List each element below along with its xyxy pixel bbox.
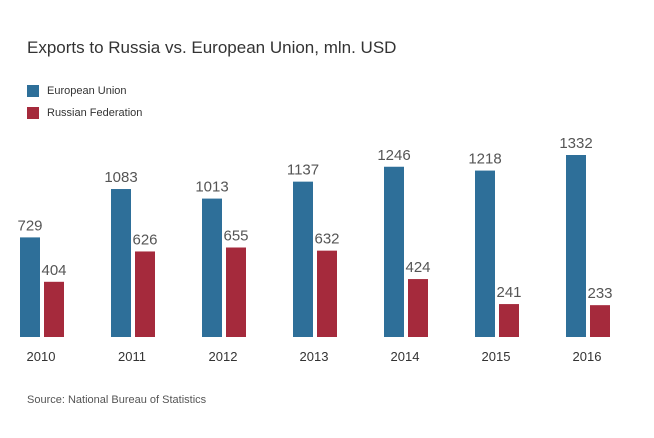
bar-european-union-2011: [111, 189, 131, 337]
data-label-european-union-2011: 1083: [104, 169, 137, 186]
bar-russian-federation-2011: [135, 251, 155, 337]
legend-item-russian-federation: Russian Federation: [27, 106, 142, 119]
bar-russian-federation-2012: [226, 247, 246, 337]
data-label-european-union-2015: 1218: [468, 151, 501, 168]
data-label-european-union-2014: 1246: [377, 147, 410, 164]
bar-russian-federation-2013: [317, 250, 337, 337]
chart-title: Exports to Russia vs. European Union, ml…: [27, 38, 397, 57]
x-tick-label-2015: 2015: [482, 349, 511, 364]
bar-european-union-2016: [566, 155, 586, 337]
bar-russian-federation-2015: [499, 304, 519, 337]
x-tick-label-2011: 2011: [118, 349, 146, 364]
x-tick-label-2012: 2012: [209, 349, 238, 364]
data-label-russian-federation-2010: 404: [41, 262, 66, 279]
data-label-russian-federation-2014: 424: [405, 259, 430, 276]
legend-swatch-russian-federation: [27, 106, 39, 119]
data-label-russian-federation-2012: 655: [223, 228, 248, 245]
bar-european-union-2010: [20, 237, 40, 337]
data-label-russian-federation-2015: 241: [496, 284, 521, 301]
chart-legend: European Union Russian Federation: [27, 84, 142, 128]
legend-label-russian-federation: Russian Federation: [47, 106, 143, 119]
data-label-european-union-2013: 1137: [287, 162, 319, 179]
legend-label-european-union: European Union: [47, 84, 127, 97]
data-label-european-union-2016: 1332: [559, 135, 592, 152]
bar-russian-federation-2016: [590, 305, 610, 337]
data-label-russian-federation-2011: 626: [132, 231, 157, 248]
bar-european-union-2015: [475, 170, 495, 337]
bar-european-union-2012: [202, 198, 222, 337]
x-tick-label-2010: 2010: [27, 349, 56, 364]
bar-russian-federation-2010: [44, 281, 64, 337]
source-note: Source: National Bureau of Statistics: [27, 394, 207, 406]
x-tick-label-2016: 2016: [573, 349, 602, 364]
bar-european-union-2013: [293, 181, 313, 337]
data-label-russian-federation-2016: 233: [587, 285, 612, 302]
x-tick-label-2013: 2013: [300, 349, 329, 364]
bar-european-union-2014: [384, 166, 404, 337]
data-label-russian-federation-2013: 632: [314, 231, 339, 248]
x-tick-label-2014: 2014: [391, 349, 420, 364]
legend-swatch-european-union: [27, 84, 39, 97]
legend-item-european-union: European Union: [27, 84, 142, 97]
data-label-european-union-2012: 1013: [195, 179, 228, 196]
bar-russian-federation-2014: [408, 279, 428, 337]
data-label-european-union-2010: 729: [17, 217, 42, 234]
